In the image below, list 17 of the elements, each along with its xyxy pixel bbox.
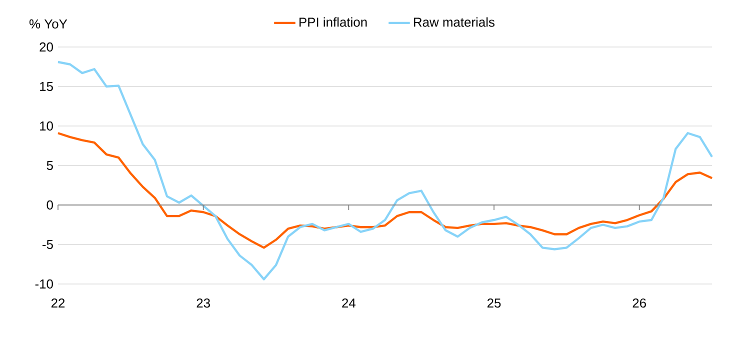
line-series (56, 132, 714, 249)
x-tick-label: 22 (51, 298, 65, 308)
y-tick-label: 15 (40, 82, 53, 92)
y-tick-label: -5 (42, 240, 53, 250)
y-axis-title: % YoY (29, 19, 68, 29)
y-tick-label: 10 (40, 121, 53, 131)
legend-label: Raw materials (414, 17, 495, 27)
y-tick-label: 5 (46, 160, 53, 170)
legend-label: PPI inflation (300, 17, 367, 27)
x-tick-label: 24 (342, 298, 356, 308)
x-tick-label: 26 (632, 298, 646, 308)
line-series (56, 60, 714, 280)
y-tick-label: -10 (35, 279, 53, 289)
y-tick-label: 20 (40, 42, 53, 52)
x-tick-label: 25 (487, 298, 501, 308)
y-tick-label: 0 (46, 200, 53, 210)
x-tick-label: 23 (196, 298, 210, 308)
